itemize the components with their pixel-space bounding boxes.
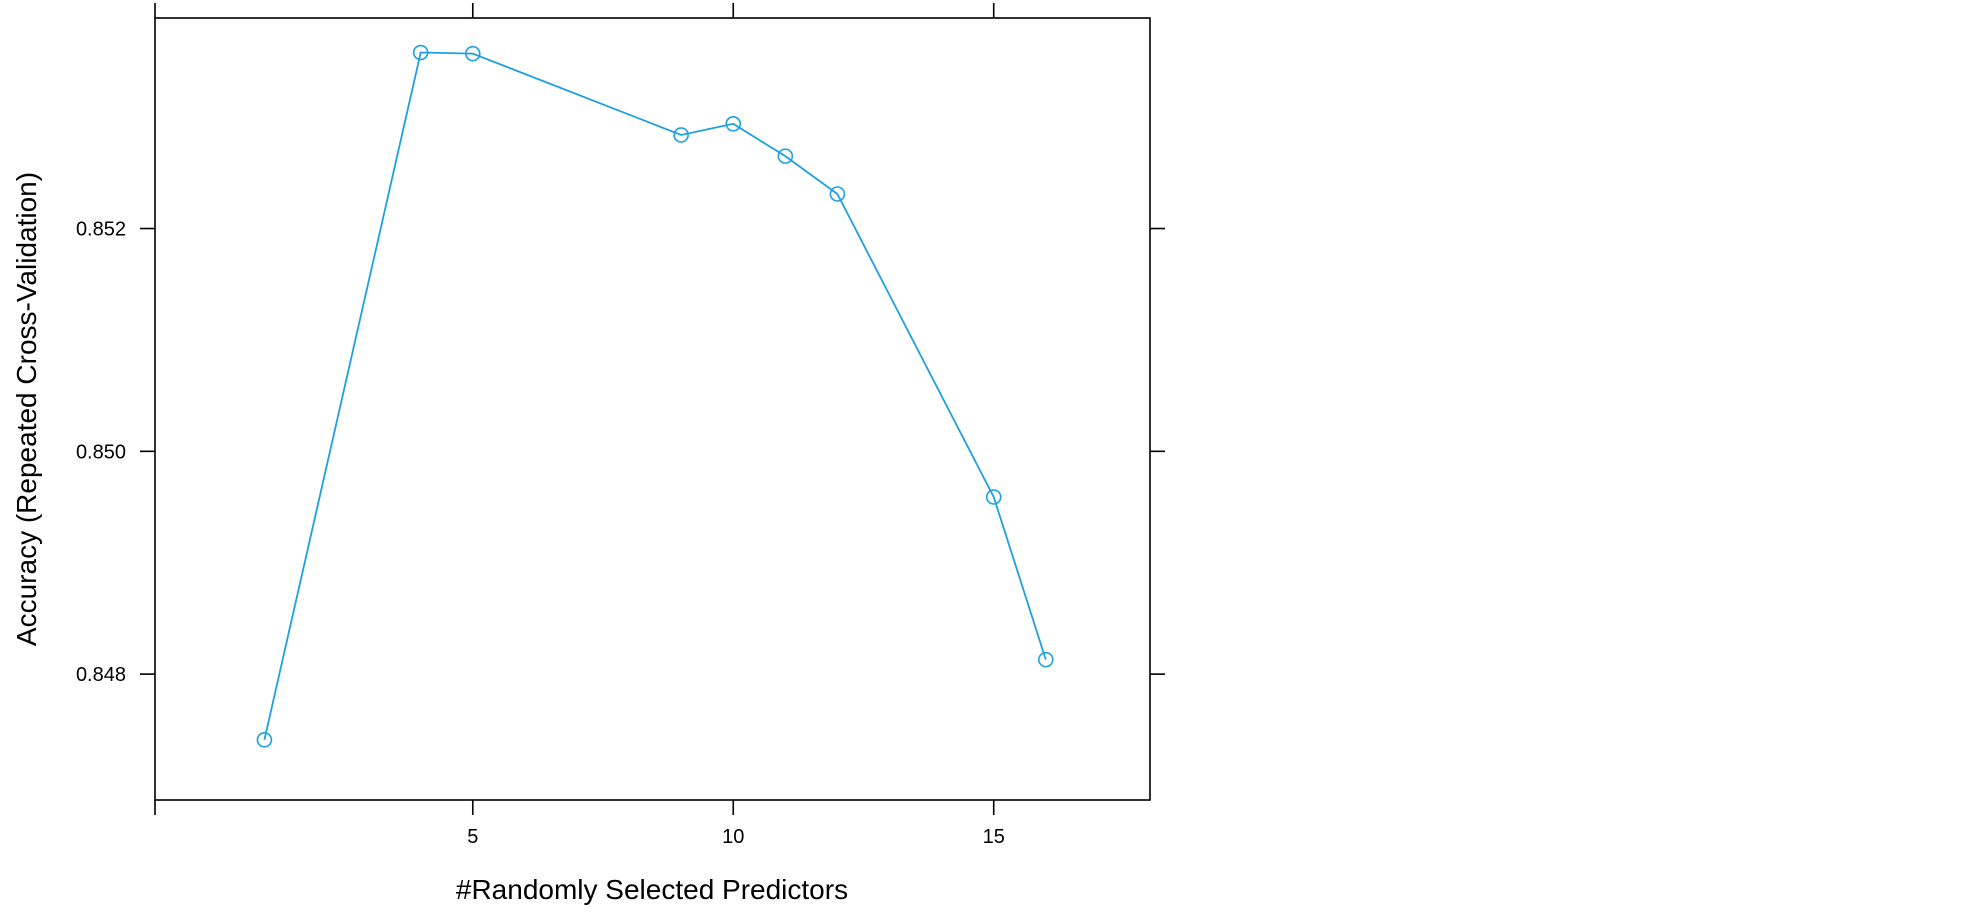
x-axis-ticks: 5 10 15	[154, 3, 1005, 848]
y-axis-title: Accuracy (Repeated Cross-Validation)	[11, 172, 42, 646]
y-tick-label: 0.852	[76, 219, 126, 241]
data-point	[412, 44, 429, 61]
x-tick-label: 15	[983, 826, 1005, 848]
data-point	[985, 489, 1002, 505]
data-point	[464, 45, 481, 62]
x-axis-title: #Randomly Selected Predictors	[456, 874, 848, 905]
x-tick-label: 10	[722, 826, 744, 848]
series-layer	[256, 44, 1054, 748]
y-tick-label: 0.848	[76, 664, 126, 686]
data-point	[256, 732, 273, 748]
y-axis-ticks: 0.848 0.850 0.852	[76, 219, 1165, 686]
series-line	[263, 51, 1047, 740]
y-tick-label: 0.850	[76, 441, 126, 463]
data-point	[673, 127, 689, 143]
data-point	[829, 186, 846, 202]
x-tick-label: 5	[467, 826, 478, 848]
data-point	[725, 116, 742, 132]
plot-frame	[154, 17, 1151, 801]
data-point	[1038, 651, 1054, 668]
data-point	[777, 148, 794, 164]
